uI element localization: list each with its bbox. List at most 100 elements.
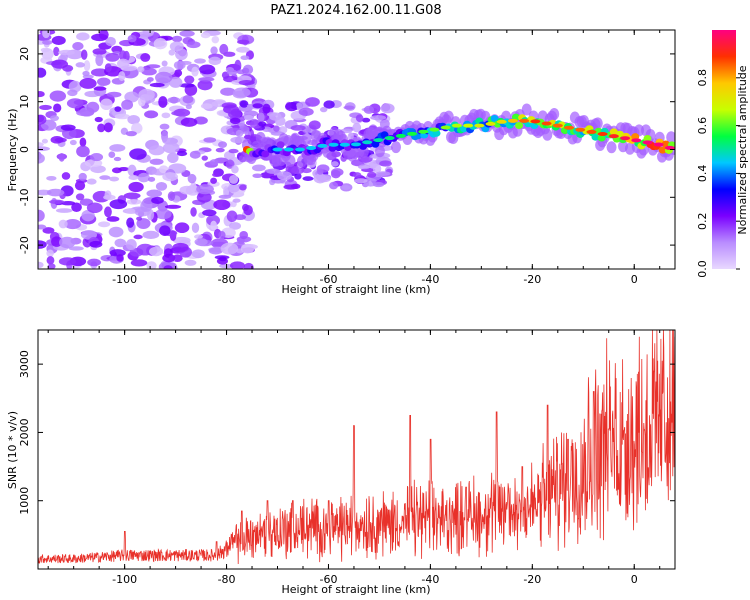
heatmap-blob [240,55,250,61]
heatmap-blob [355,114,364,122]
heatmap-blob [180,117,198,127]
spectrogram-y-tick-label: 0 [18,146,31,153]
spectrogram-heatmap [38,30,675,269]
heatmap-blob [331,168,344,177]
heatmap-blob [67,89,78,97]
heatmap-blob [83,60,91,72]
heatmap-blob [274,116,286,126]
heatmap-blob [236,69,247,75]
heatmap-blob [116,254,124,262]
heatmap-blob [235,129,244,137]
heatmap-blob [68,80,82,93]
heatmap-blob [146,77,154,82]
heatmap-blob [179,83,195,88]
heatmap-blob [38,142,44,147]
heatmap-blob [184,259,197,266]
heatmap-blob [75,193,85,201]
snr-ticks: -100 -80 -60 -40 -20 0 1000 2000 3000 [18,330,675,586]
heatmap-ridge-peak [440,125,451,130]
heatmap-blob [173,60,186,70]
heatmap-blob [82,70,90,77]
heatmap-blob [51,59,69,69]
heatmap-blob [208,56,222,66]
heatmap-blob [76,145,90,158]
heatmap-blob [137,66,145,73]
heatmap-blob [104,206,112,218]
heatmap-blob [201,155,208,161]
heatmap-blob [285,102,299,112]
heatmap-blob [234,59,242,72]
heatmap-blob [158,165,169,174]
heatmap-blob [252,173,263,178]
heatmap-blob [319,106,328,113]
heatmap-ridge-peak [519,118,530,123]
heatmap-blob [666,131,675,144]
heatmap-blob [379,160,392,167]
heatmap-blob [197,79,213,91]
heatmap-blob [182,94,194,104]
heatmap-blob [98,221,111,228]
heatmap-blob [176,151,188,157]
heatmap-blob [229,261,246,269]
heatmap-blob [90,165,106,174]
heatmap-blob [361,117,371,123]
heatmap-blob [146,261,157,269]
colorbar: 0.0 0.2 0.4 0.6 0.8 Normalized spectral ampl… [696,30,749,278]
heatmap-blob [64,218,82,230]
heatmap-blob [146,189,163,198]
heatmap-blob [133,234,143,240]
heatmap-ridge-peak [407,131,418,136]
heatmap-ridge-peak [496,119,507,124]
colorbar-tick-label: 0.6 [696,117,709,135]
heatmap-blob [341,185,351,190]
heatmap-blob [208,247,223,255]
heatmap-blob [58,236,76,249]
heatmap-blob [114,106,122,112]
heatmap-blob [184,75,195,84]
heatmap-ridge-peak [474,123,485,128]
heatmap-ridge-cell [276,141,285,149]
heatmap-blob [42,30,51,39]
snr-y-tick-label: 2000 [18,418,31,446]
spectrogram-x-tick-label: -40 [421,273,439,286]
heatmap-blob [161,112,171,119]
heatmap-blob [202,209,217,217]
heatmap-ridge-peak [283,147,294,152]
heatmap-blob [242,203,249,212]
snr-x-tick-label: -20 [523,573,541,586]
heatmap-ridge-peak [451,123,462,128]
heatmap-blob [46,175,57,181]
heatmap-blob [66,98,84,109]
heatmap-blob [38,209,45,222]
heatmap-blob [191,249,205,259]
heatmap-blob [104,190,112,200]
heatmap-blob [79,78,97,89]
heatmap-ridge-peak [631,138,642,143]
heatmap-blob [302,176,314,181]
heatmap-ridge-peak [294,147,305,152]
heatmap-blob [125,130,137,137]
heatmap-blob [323,100,335,109]
snr-x-axis-label: Height of straight line (km) [281,583,430,596]
heatmap-blob [126,217,135,228]
heatmap-blob [237,39,250,45]
heatmap-blob [58,257,76,266]
heatmap-blob [93,86,107,91]
heatmap-blob [109,199,128,210]
heatmap-blob [542,128,553,141]
heatmap-blob [239,184,247,191]
heatmap-ridge-peak [339,142,350,147]
heatmap-blob [218,141,228,149]
heatmap-ridge-peak [418,129,429,134]
snr-series-line [37,329,676,565]
heatmap-blob [147,176,156,182]
heatmap-blob [163,265,173,269]
heatmap-blob [232,198,241,203]
heatmap-blob [223,186,230,198]
heatmap-ridge-peak [272,147,283,152]
heatmap-blob [151,196,164,204]
heatmap-blob [136,216,143,221]
heatmap-blob [266,112,278,117]
heatmap-ridge-cell [661,140,670,148]
heatmap-blob [372,164,382,173]
